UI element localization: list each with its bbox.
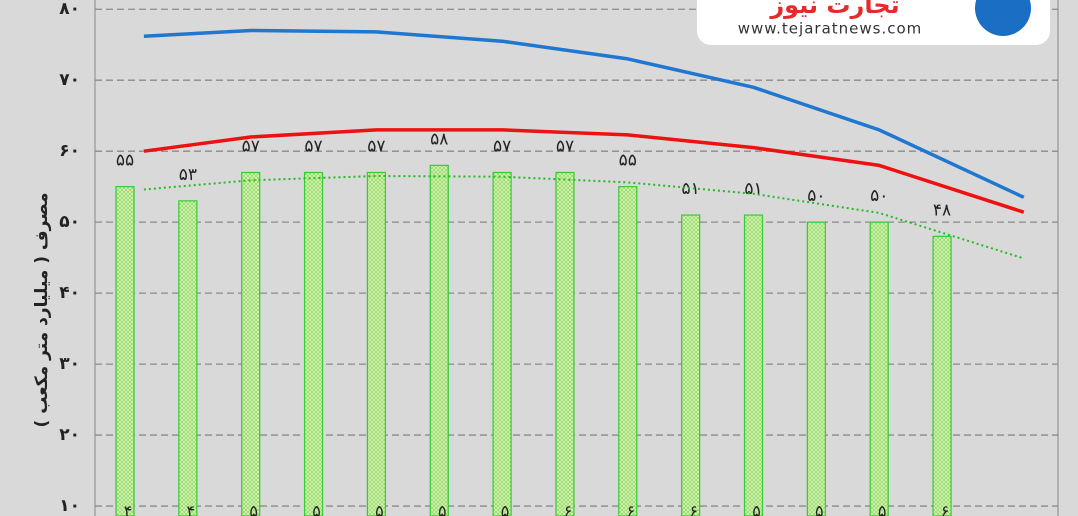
- logo: تجارت نیوز www.tejaratnews.com: [697, 0, 1050, 45]
- bar: [429, 164, 449, 516]
- y-tick-label: ۲۰: [59, 425, 80, 445]
- logo-icon: [975, 0, 1031, 36]
- bottom-label: ۵: [375, 502, 384, 516]
- value-label: ۵۱: [744, 179, 762, 199]
- logo-url: www.tejaratnews.com: [738, 20, 923, 38]
- y-axis-label: مصرف ( میلیارد متر مکعب ): [32, 192, 52, 427]
- bottom-label: ۵: [249, 502, 258, 516]
- value-label: ۵۷: [242, 136, 260, 156]
- value-label: ۵۰: [807, 186, 825, 206]
- trend-line: [143, 28, 1025, 199]
- bar: [618, 186, 638, 516]
- y-tick-label: ۳۰: [59, 354, 80, 374]
- y-tick-label: ۶۰: [59, 141, 80, 161]
- bottom-label: ۵: [815, 502, 824, 516]
- value-label: ۵۸: [430, 129, 448, 149]
- bottom-label: ۵: [878, 502, 887, 516]
- value-label: ۵۷: [556, 136, 574, 156]
- value-label: ۵۳: [179, 165, 197, 185]
- value-label: ۵۷: [367, 136, 385, 156]
- y-tick-label: ۱۰: [59, 496, 80, 516]
- bottom-label: ۶: [627, 502, 636, 516]
- bar: [241, 171, 261, 516]
- bottom-label: ۵: [312, 502, 321, 516]
- bottom-label: ۴: [124, 502, 133, 516]
- bottom-label: ۴: [187, 502, 196, 516]
- value-label: ۴۸: [933, 200, 951, 220]
- bottom-label: ۶: [689, 502, 698, 516]
- bottom-label: ۵: [438, 502, 447, 516]
- value-label: ۵۱: [682, 179, 700, 199]
- y-tick-label: ۸۰: [59, 0, 80, 19]
- y-tick-label: ۵۰: [59, 212, 80, 232]
- trend-line: [143, 128, 1025, 214]
- bar: [178, 200, 198, 516]
- y-tick-label: ۴۰: [59, 283, 80, 303]
- bottom-label: ۶: [941, 502, 950, 516]
- logo-name: تجارت نیوز: [769, 0, 899, 19]
- bar: [743, 214, 764, 516]
- bar: [366, 171, 386, 516]
- bar: [115, 186, 135, 516]
- bottom-label: ۶: [564, 502, 573, 516]
- value-label: ۵۵: [619, 151, 637, 171]
- logo-box: [697, 0, 1050, 45]
- bar: [932, 235, 952, 516]
- trend-line: [143, 175, 1025, 260]
- bar: [806, 221, 826, 516]
- bottom-label: ۵: [501, 502, 510, 516]
- bar: [303, 171, 324, 516]
- value-label: ۵۰: [870, 186, 888, 206]
- y-tick-label: ۷۰: [59, 70, 80, 90]
- bar: [492, 171, 512, 516]
- value-label: ۵۵: [116, 151, 134, 171]
- bar: [681, 214, 701, 516]
- bottom-label: ۵: [752, 502, 761, 516]
- value-label: ۵۷: [304, 136, 322, 156]
- bar: [869, 221, 889, 516]
- bar: [555, 171, 575, 516]
- value-label: ۵۷: [493, 136, 511, 156]
